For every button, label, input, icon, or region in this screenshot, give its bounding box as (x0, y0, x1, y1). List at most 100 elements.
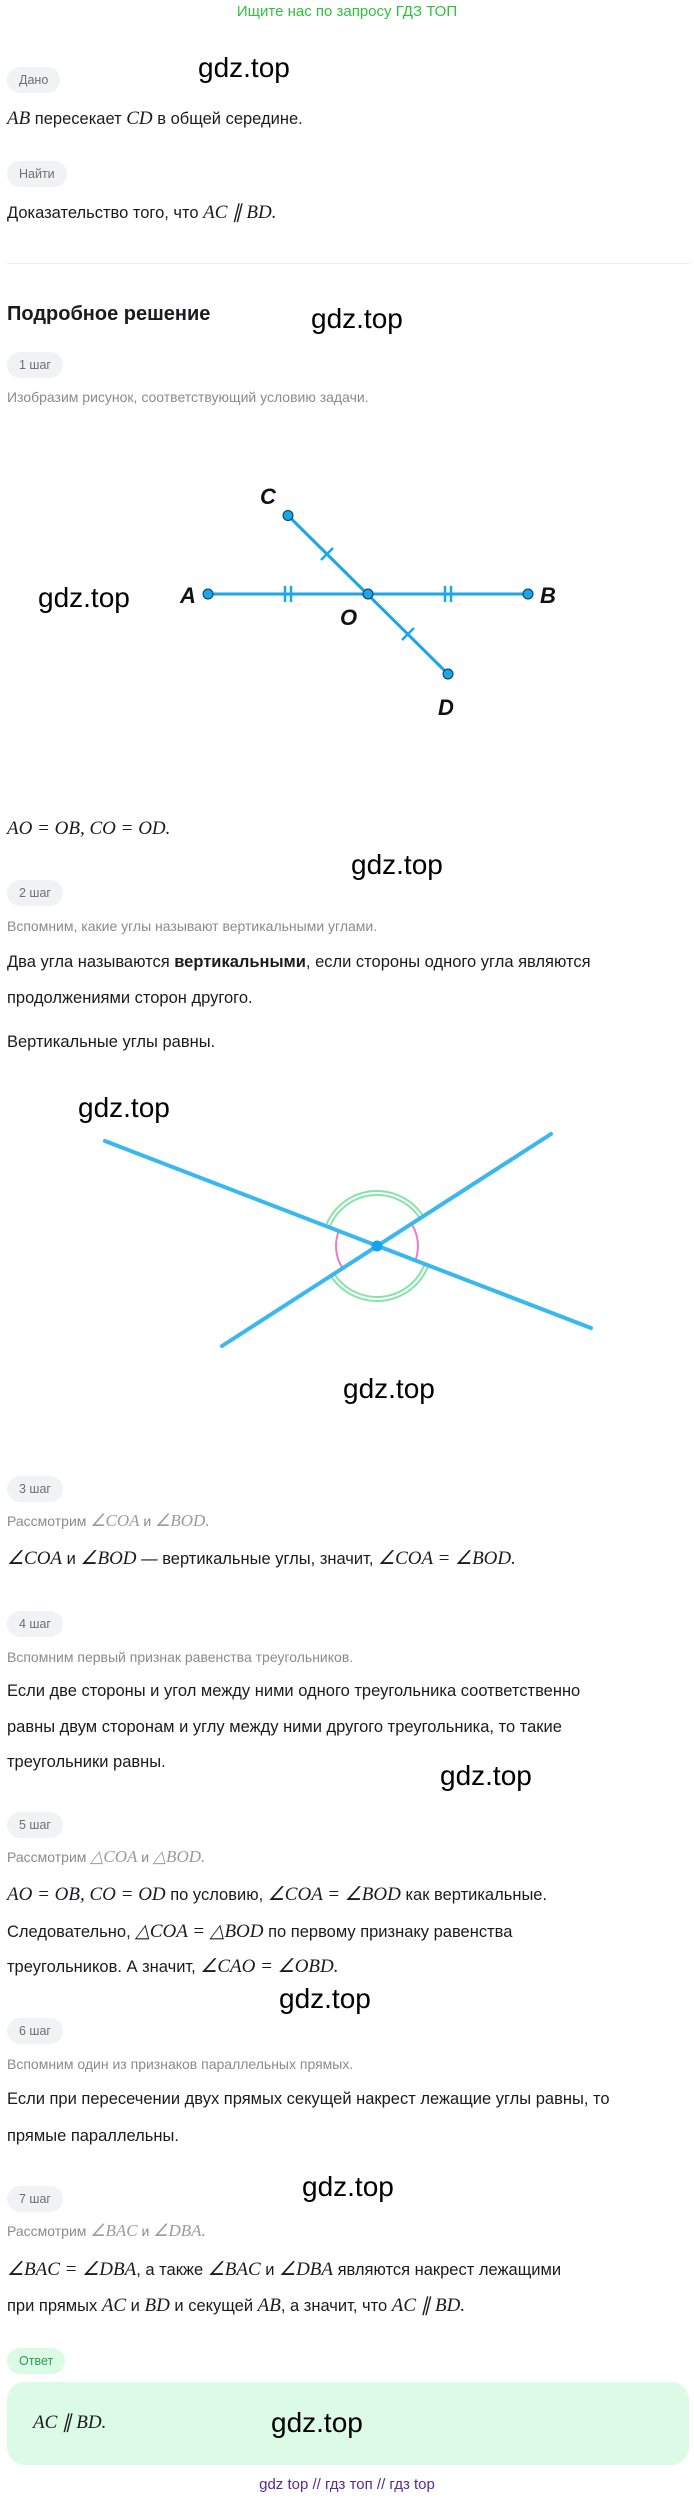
math-expression: AB (7, 108, 31, 129)
find-text: Доказательство того, что AC ∥ BD. (7, 200, 277, 226)
math-expression: ∠COA (7, 1548, 63, 1569)
step-2-text: продолжениями сторон другого. (7, 985, 253, 1011)
math-expression: ∠COA (90, 1511, 140, 1530)
point-b (522, 588, 534, 600)
math-expression: △COA = △BOD (135, 1921, 264, 1942)
step-3-hint: Рассмотрим ∠COA и ∠BOD. (7, 1509, 210, 1533)
text-segment: Вертикальные углы равны. (7, 1033, 216, 1051)
text-segment: являются накрест лежащими (333, 2261, 562, 2279)
watermark: gdz.top (271, 2407, 363, 2438)
text-segment: Рассмотрим (7, 1513, 91, 1529)
math-expression: ∠DBA (279, 2259, 333, 2280)
answer-box (7, 2382, 689, 2465)
math-expression: ∠BOD. (155, 1511, 210, 1530)
text-segment: Если при пересечении двух прямых секущей… (7, 2090, 610, 2108)
math-expression: BD (144, 2295, 170, 2316)
angle-arc-green (333, 1263, 426, 1298)
math-expression: ∠BAC = ∠DBA (7, 2259, 137, 2280)
divider (7, 263, 690, 264)
step-4-text: Если две стороны и угол между ними одног… (7, 1678, 580, 1704)
step-1-badge: 1 шаг (7, 352, 63, 378)
text-segment: пересекает (30, 110, 127, 128)
watermark: gdz.top (311, 303, 403, 334)
text-segment: треугольники равны. (7, 1753, 166, 1771)
text-segment: Рассмотрим (7, 1849, 91, 1865)
figure-segments-ab-cd: A B C O D (179, 484, 556, 720)
text-segment: продолжениями сторон другого. (7, 989, 253, 1007)
angle-arc-green (324, 1190, 424, 1227)
step-1-hint: Изобразим рисунок, соответствующий услов… (7, 385, 369, 409)
step-3-badge: 3 шаг (7, 1476, 63, 1502)
text-segment: Следовательно, (7, 1923, 136, 1941)
step-4-text: треугольники равны. (7, 1749, 166, 1775)
text-segment: по первому признаку равенства (263, 1923, 513, 1941)
math-expression: AO = OB, CO = OD. (7, 818, 171, 839)
step-4-badge: 4 шаг (7, 1611, 63, 1637)
text-segment: при прямых (7, 2297, 102, 2315)
math-expression: ∠COA = ∠BOD. (378, 1548, 516, 1569)
point-label-a: A (179, 583, 196, 608)
text-segment: и (62, 1550, 81, 1568)
step-1-text: AO = OB, CO = OD. (7, 816, 170, 842)
step-4-hint: Вспомним первый признак равенства треуго… (7, 1645, 353, 1669)
watermark: gdz.top (343, 1373, 435, 1404)
step-6-text: прямые параллельны. (7, 2123, 179, 2149)
angle-arc-pink (335, 1230, 344, 1269)
step-5-text: AO = OB, CO = OD по условию, ∠COA = ∠BOD… (7, 1882, 547, 1908)
given-badge: Дано (7, 67, 61, 93)
given-text: AB пересекает CD в общей середине. (7, 106, 303, 132)
text-segment: Рассмотрим (7, 2223, 91, 2239)
math-expression: ∠BAC (207, 2259, 261, 2280)
equal-tick-mark (401, 627, 415, 641)
text-segment: в общей середине. (152, 110, 303, 128)
equal-tick-mark (320, 547, 334, 561)
text-segment: равны двум сторонам и углу между ними др… (7, 1718, 562, 1736)
step-6-text: Если при пересечении двух прямых секущей… (7, 2086, 610, 2112)
step-2-hint: Вспомним, какие углы называют вертикальн… (7, 914, 377, 938)
math-expression: AB (257, 2295, 281, 2316)
text-segment: и (137, 2223, 154, 2239)
text-segment: и (126, 2297, 145, 2315)
math-expression: AC ∥ BD. (203, 202, 277, 223)
step-5-hint: Рассмотрим △COA и △BOD. (7, 1845, 205, 1869)
step-6-badge: 6 шаг (7, 2018, 63, 2044)
text-segment: , если стороны одного угла являются (305, 953, 591, 971)
intersection-point (371, 1240, 383, 1252)
text-segment: Вспомним, какие углы называют вертикальн… (7, 918, 378, 934)
watermark: gdz.top (279, 1983, 371, 2014)
step-3-text: ∠COA и ∠BOD — вертикальные углы, значит,… (7, 1546, 516, 1572)
point-label-o: O (340, 605, 357, 630)
point-o (362, 588, 374, 600)
text-segment: — вертикальные углы, значит, (136, 1550, 379, 1568)
step-6-hint: Вспомним один из признаков параллельных … (7, 2052, 353, 2076)
math-expression: ∠COA = ∠BOD (267, 1884, 401, 1905)
text-segment: Вспомним первый признак равенства треуго… (7, 1649, 354, 1665)
text-segment: треугольников. А значит, (7, 1958, 201, 1976)
step-5-badge: 5 шаг (7, 1812, 63, 1838)
math-expression: AC ∥ BD. (391, 2295, 466, 2316)
step-2-text: Вертикальные углы равны. (7, 1029, 215, 1055)
point-c (282, 510, 294, 521)
step-5-text: треугольников. А значит, ∠CAO = ∠OBD. (7, 1954, 339, 1980)
math-expression: AC (101, 2295, 127, 2316)
watermark: gdz.top (302, 2171, 394, 2202)
answer-badge: Ответ (7, 2348, 66, 2374)
math-expression: AC ∥ BD. (33, 2412, 107, 2433)
answer-text: AC ∥ BD. (33, 2410, 106, 2436)
step-7-text: ∠BAC = ∠DBA, а также ∠BAC и ∠DBA являютс… (7, 2257, 561, 2283)
text-segment: по условию, (165, 1886, 268, 1904)
text-segment: Если две стороны и угол между ними одног… (7, 1682, 581, 1700)
text-segment: Изобразим рисунок, соответствующий услов… (7, 389, 369, 405)
line-2 (220, 1132, 553, 1348)
step-7-badge: 7 шаг (7, 2186, 63, 2212)
point-label-c: C (260, 484, 277, 509)
angle-arc-green (328, 1194, 421, 1229)
math-expression: CD (126, 108, 153, 129)
watermark: gdz.top (38, 582, 130, 613)
math-expression: △COA (90, 1847, 138, 1866)
search-banner[interactable]: Ищите нас по запросу ГДЗ ТОП (236, 3, 458, 20)
step-4-text: равны двум сторонам и углу между ними др… (7, 1714, 562, 1740)
step-2-badge: 2 шаг (7, 880, 63, 906)
footer-links[interactable]: gdz top // гдз топ // гдз top (259, 2476, 435, 2493)
step-2-text: Два угла называются вертикальными, если … (7, 949, 591, 975)
